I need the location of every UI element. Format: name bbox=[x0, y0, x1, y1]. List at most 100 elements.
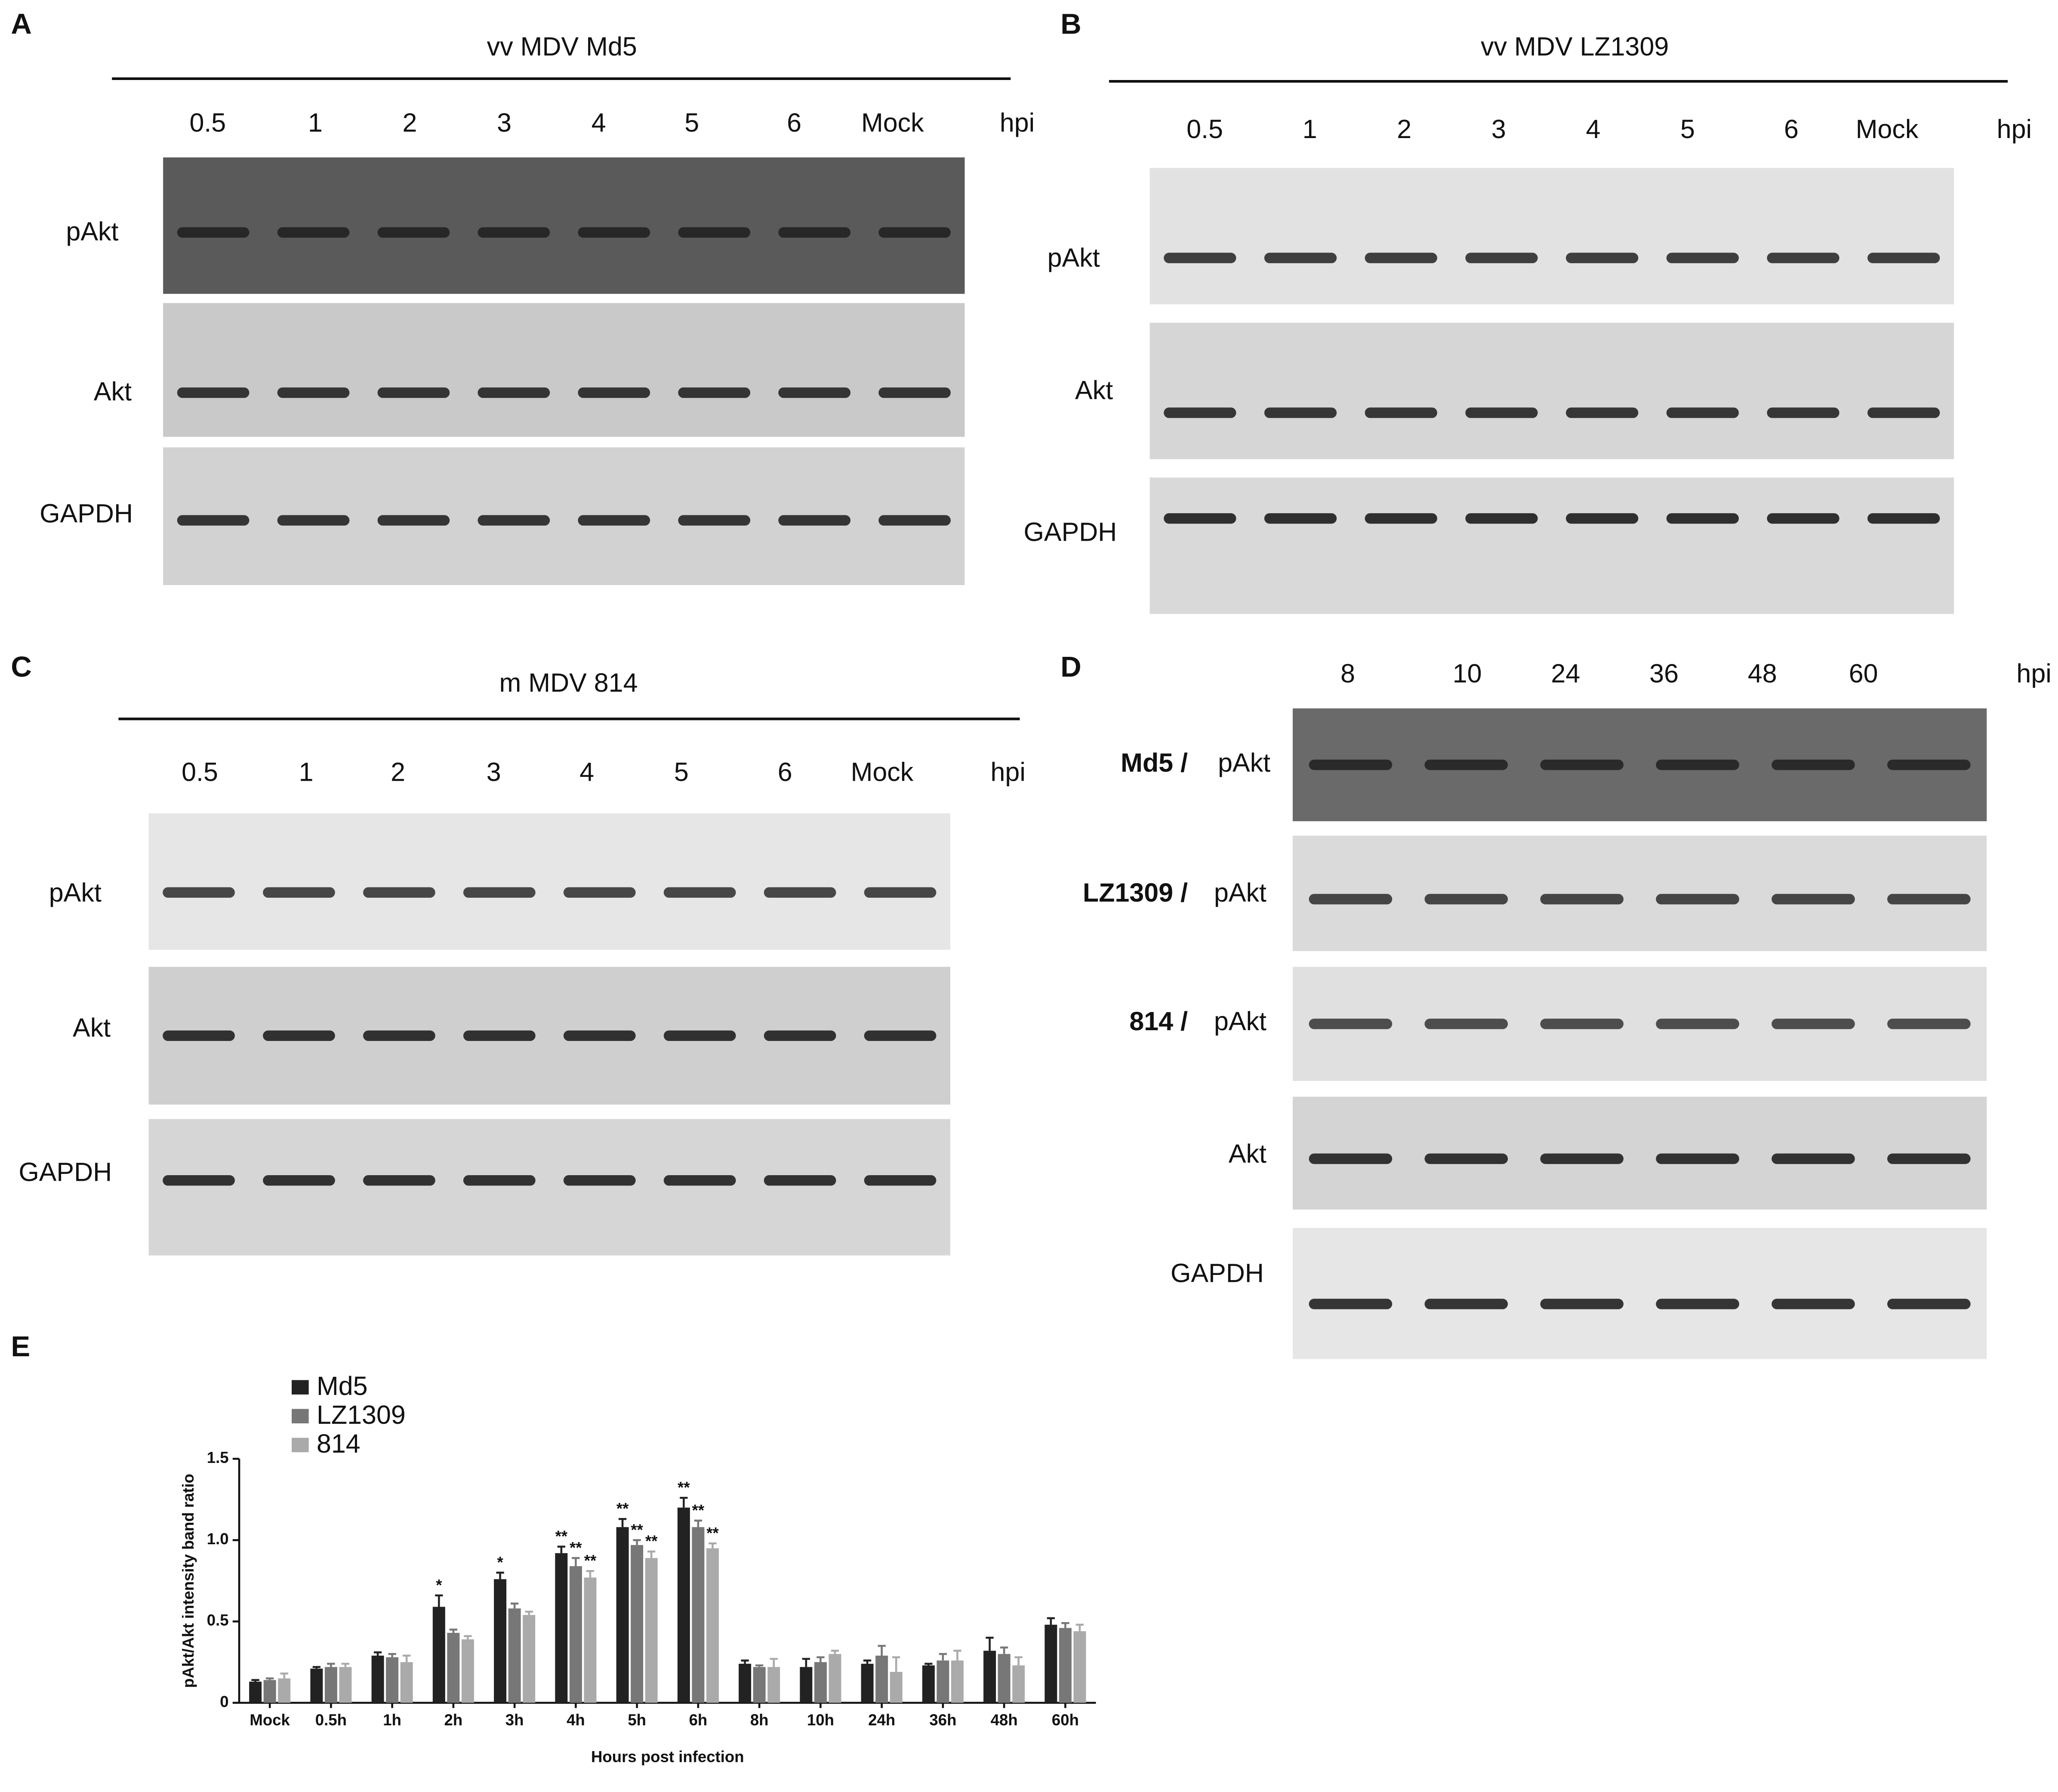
bar bbox=[461, 1639, 474, 1703]
blot-band bbox=[678, 227, 751, 238]
blot-band bbox=[1264, 407, 1337, 418]
legend-swatch bbox=[292, 1380, 309, 1395]
lane-label: 48 bbox=[1748, 659, 1777, 688]
x-tick-label: 8h bbox=[750, 1711, 769, 1729]
blot-band bbox=[1365, 513, 1437, 524]
blot-band bbox=[563, 887, 636, 898]
blot-band bbox=[478, 387, 550, 398]
panel-title: vv MDV Md5 bbox=[487, 32, 637, 61]
bar bbox=[800, 1667, 813, 1703]
blot-band bbox=[1867, 252, 1940, 263]
blot-band bbox=[463, 1175, 536, 1186]
bar bbox=[645, 1558, 658, 1703]
error-bar bbox=[1000, 1646, 1008, 1654]
blot-band bbox=[1771, 759, 1855, 770]
lane-label: 6 bbox=[787, 108, 801, 137]
significance-label: ** bbox=[570, 1539, 582, 1556]
bar bbox=[249, 1681, 262, 1703]
lane-label: 2 bbox=[403, 108, 417, 137]
lane-label: 4 bbox=[592, 108, 606, 137]
y-tick-label: 1.0 bbox=[207, 1530, 229, 1548]
blot-band bbox=[1887, 1153, 1971, 1164]
unit-label: hpi bbox=[991, 757, 1026, 786]
bar bbox=[1073, 1631, 1086, 1703]
blot-band bbox=[177, 227, 250, 238]
unit-label: hpi bbox=[1000, 108, 1035, 137]
blot-band bbox=[1887, 894, 1971, 905]
blot-band bbox=[377, 387, 450, 398]
blot-band bbox=[1767, 513, 1839, 524]
y-tick-label: 0 bbox=[220, 1693, 228, 1710]
legend-swatch bbox=[292, 1438, 309, 1453]
blot-band bbox=[1666, 513, 1739, 524]
blot-band bbox=[1424, 1153, 1508, 1164]
blot-band bbox=[1656, 759, 1739, 770]
blot bbox=[163, 157, 965, 294]
blot-band bbox=[1656, 1153, 1739, 1164]
blot-band bbox=[377, 227, 450, 238]
bar bbox=[706, 1548, 719, 1703]
blot-band bbox=[1424, 759, 1508, 770]
error-bar bbox=[953, 1650, 961, 1661]
error-bar bbox=[741, 1660, 749, 1664]
lane-label: Mock bbox=[1856, 114, 1919, 144]
bar bbox=[1012, 1665, 1025, 1703]
blot-band bbox=[678, 387, 751, 398]
error-bar bbox=[1047, 1617, 1055, 1625]
y-tick-label: 1.5 bbox=[207, 1449, 229, 1466]
blot bbox=[148, 1119, 951, 1256]
bar bbox=[278, 1678, 291, 1703]
lane-label: 24 bbox=[1551, 659, 1580, 688]
blot bbox=[1149, 323, 1954, 459]
blot-band bbox=[1424, 1019, 1508, 1029]
blot-band bbox=[277, 515, 350, 526]
bar bbox=[584, 1577, 597, 1703]
lane-label: 36 bbox=[1649, 659, 1679, 688]
panel-label: A bbox=[11, 8, 31, 40]
lane-label: 10 bbox=[1453, 659, 1482, 688]
bar bbox=[447, 1633, 460, 1703]
lane-label: 3 bbox=[1491, 114, 1506, 144]
blot-band bbox=[463, 887, 536, 898]
significance-label: ** bbox=[678, 1478, 690, 1496]
x-tick-label: Mock bbox=[250, 1711, 290, 1729]
lane-label: Mock bbox=[861, 108, 924, 137]
blot-band bbox=[277, 387, 350, 398]
error-bar bbox=[266, 1677, 274, 1680]
row-label: pAkt bbox=[49, 878, 102, 907]
row-label: pAkt bbox=[1214, 1007, 1266, 1036]
blot bbox=[1149, 168, 1954, 305]
blot-band bbox=[1164, 252, 1236, 263]
error-bar bbox=[557, 1546, 566, 1553]
blot-band bbox=[1771, 1299, 1855, 1309]
blot-band bbox=[1666, 407, 1739, 418]
error-bar bbox=[1014, 1656, 1023, 1666]
blot bbox=[1293, 1228, 1987, 1359]
blot-band bbox=[1771, 1153, 1855, 1164]
lane-label: 1 bbox=[1303, 114, 1317, 144]
lane-label: 1 bbox=[308, 108, 323, 137]
error-bar bbox=[1075, 1623, 1084, 1632]
error-bar bbox=[572, 1557, 580, 1566]
blot-band bbox=[678, 515, 751, 526]
error-bar bbox=[939, 1653, 947, 1661]
blot-band bbox=[1540, 1153, 1624, 1164]
blot-band bbox=[1767, 252, 1839, 263]
bar bbox=[494, 1579, 507, 1703]
bar bbox=[767, 1667, 780, 1703]
bar bbox=[386, 1657, 399, 1703]
panel-title: vv MDV LZ1309 bbox=[1481, 32, 1669, 61]
lane-label: 2 bbox=[1397, 114, 1411, 144]
blot-band bbox=[778, 515, 851, 526]
blot-band bbox=[663, 887, 736, 898]
lane-label: 6 bbox=[1784, 114, 1799, 144]
x-tick-label: 48h bbox=[991, 1711, 1018, 1729]
panel-label: C bbox=[11, 651, 31, 683]
blot-band bbox=[578, 387, 650, 398]
lane-label: 5 bbox=[1680, 114, 1695, 144]
error-bar bbox=[496, 1571, 504, 1580]
blot-band bbox=[1365, 407, 1437, 418]
legend-label: LZ1309 bbox=[317, 1400, 406, 1429]
bar bbox=[310, 1669, 323, 1703]
